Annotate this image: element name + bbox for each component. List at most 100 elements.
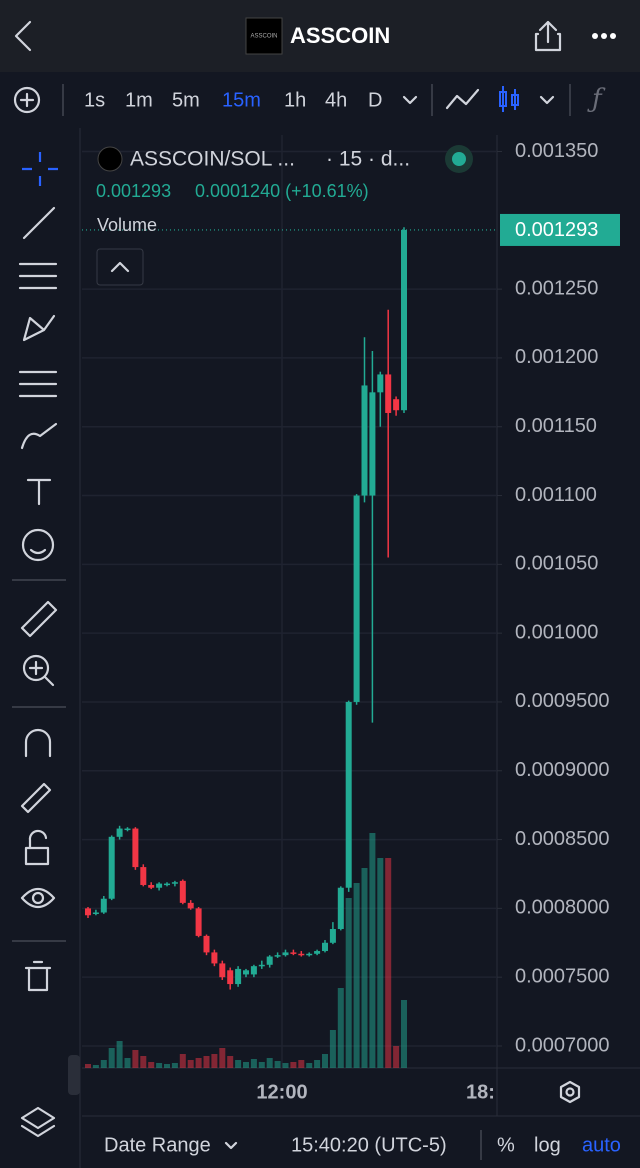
interval-dropdown[interactable]: [402, 95, 418, 105]
percent-button[interactable]: %: [497, 1134, 515, 1156]
legend-title: ASSCOIN/SOL ...: [130, 148, 295, 171]
chart-dropdown[interactable]: [539, 95, 555, 105]
log-button[interactable]: log: [534, 1134, 561, 1156]
interval-button[interactable]: 1m: [125, 89, 153, 111]
y-tick-label: 0.0007500: [515, 965, 610, 987]
ruler-tool[interactable]: [20, 600, 58, 638]
candle-body: [227, 970, 234, 985]
y-tick-label: 0.001000: [515, 621, 598, 643]
auto-button[interactable]: auto: [582, 1134, 621, 1156]
crosshair-tool[interactable]: [22, 152, 58, 186]
volume-bar: [369, 833, 376, 1068]
y-tick-label: 0.001200: [515, 346, 598, 368]
volume-bar: [164, 1064, 170, 1068]
delete-tool[interactable]: [24, 960, 52, 992]
candle-body: [266, 956, 273, 965]
zoom-tool[interactable]: [22, 654, 55, 687]
last-price-badge: [500, 213, 620, 246]
volume-bar: [353, 883, 360, 1068]
volume-bar: [156, 1063, 163, 1068]
settings-button[interactable]: [559, 1080, 581, 1104]
y-tick-label: 0.001100: [515, 484, 597, 506]
candle-body: [124, 828, 131, 831]
volume-bar: [361, 868, 368, 1068]
candle-body: [401, 229, 407, 411]
y-tick-label: 0.0008000: [515, 897, 610, 919]
brush-tool[interactable]: [20, 422, 58, 450]
legend-change: 0.0001240 (+10.61%): [195, 181, 369, 201]
candle-body: [393, 399, 400, 411]
settings-dot: [565, 1087, 575, 1097]
candle-body: [361, 385, 368, 496]
volume-bar: [337, 988, 344, 1068]
candle-body: [243, 970, 249, 975]
fib-tool[interactable]: [18, 262, 58, 290]
candle-body: [329, 929, 336, 943]
collapse-button[interactable]: [96, 248, 144, 286]
volume-bar: [290, 1062, 297, 1068]
volume-bar: [329, 1030, 336, 1068]
date-range-caret: [224, 1141, 238, 1150]
candle-body: [250, 966, 257, 975]
interval-button[interactable]: 1h: [284, 89, 306, 111]
interval-button[interactable]: 1s: [84, 89, 105, 111]
candle-body: [171, 882, 178, 884]
x-tick-label: 18:: [466, 1081, 495, 1103]
volume-bar: [124, 1058, 131, 1068]
legend-logo: [97, 146, 123, 172]
candle-body: [290, 952, 297, 954]
candle-icon[interactable]: [499, 86, 519, 112]
candle-body: [85, 908, 91, 916]
magnet-tool[interactable]: [24, 728, 52, 758]
trend-line-tool[interactable]: [22, 206, 56, 240]
interval-button[interactable]: D: [368, 89, 382, 111]
volume-bar: [108, 1048, 115, 1068]
candle-body: [140, 867, 147, 885]
candle-body: [164, 883, 170, 886]
lock-tool[interactable]: [24, 829, 50, 866]
coin-logo: [245, 17, 283, 55]
interval-button[interactable]: 5m: [172, 89, 200, 111]
y-tick-label: 0.0009000: [515, 759, 610, 781]
legend-subtitle: · 15 · d...: [326, 148, 410, 171]
pattern-tool[interactable]: [22, 314, 56, 342]
candle-body: [337, 887, 344, 930]
interval-button[interactable]: 15m: [222, 89, 261, 111]
header-title: ASSCOIN: [290, 23, 390, 48]
candle-body: [306, 953, 313, 956]
more-button[interactable]: [592, 33, 616, 39]
text-tool[interactable]: [26, 478, 52, 506]
back-button[interactable]: [14, 20, 32, 52]
interval-button[interactable]: 4h: [325, 89, 347, 111]
clock: 15:40:20 (UTC-5): [291, 1134, 447, 1156]
share-button[interactable]: [534, 20, 562, 52]
plot: 0.001350 0.001250 0.001200 0.001150 0.001100…: [82, 140, 620, 1068]
volume-bar: [92, 1065, 99, 1068]
volume-legend: Volume: [97, 215, 157, 235]
volume-bar: [385, 858, 392, 1068]
volume-bar: [322, 1054, 328, 1068]
candle-body: [235, 968, 242, 985]
candle-body: [211, 952, 218, 964]
candle-body: [258, 964, 265, 967]
candle-body: [274, 955, 281, 957]
candle-body: [385, 374, 392, 413]
date-range-button[interactable]: Date Range: [104, 1134, 211, 1156]
indicator-icon[interactable]: ƒ: [587, 84, 606, 114]
volume-bar: [393, 1046, 400, 1068]
lock-draw-tool[interactable]: [20, 782, 52, 814]
forecast-tool[interactable]: [18, 370, 58, 398]
y-tick-label: 0.0008500: [515, 828, 610, 850]
candle-body: [282, 952, 289, 956]
y-tick-label: 0.0009500: [515, 690, 610, 712]
legend-last: 0.001293: [96, 181, 171, 201]
header: [0, 0, 640, 72]
line-chart-icon[interactable]: [445, 88, 480, 110]
add-button[interactable]: [13, 86, 41, 114]
layers-button[interactable]: [20, 1106, 56, 1138]
candle-body: [148, 884, 155, 888]
sidebar-toggle[interactable]: [68, 1055, 80, 1095]
emoji-tool[interactable]: [21, 528, 55, 562]
visibility-tool[interactable]: [20, 887, 56, 909]
